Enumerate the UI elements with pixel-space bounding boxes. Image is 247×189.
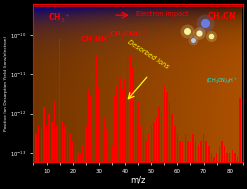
Bar [137,102,139,189]
Bar [51,122,53,189]
Bar [164,86,165,189]
Bar [119,78,121,189]
Bar [169,102,170,189]
Bar [35,134,37,189]
Bar [127,49,128,189]
Bar [221,141,223,189]
Bar [93,71,94,189]
Bar [237,157,238,189]
Bar [98,88,100,189]
Bar [219,146,220,189]
Bar [153,122,155,189]
Bar [132,67,134,189]
Bar [109,141,110,189]
Text: Desorbed ions: Desorbed ions [127,39,170,70]
Bar [69,134,71,189]
Bar [75,146,76,189]
Text: CH$_3$CNH$^+$: CH$_3$CNH$^+$ [109,28,146,40]
Bar [208,146,209,189]
Bar [190,141,191,189]
Bar [80,153,81,189]
Bar [213,157,215,189]
Bar [240,98,241,189]
Bar [122,90,123,189]
Bar [145,141,147,189]
Bar [43,107,45,189]
Bar [46,125,47,189]
Bar [143,134,144,189]
Bar [48,114,50,189]
Text: (CH$_3$CN)$_2$H$^+$: (CH$_3$CN)$_2$H$^+$ [206,76,238,86]
Bar [200,141,202,189]
Bar [111,146,113,189]
Bar [72,141,73,189]
Bar [106,129,107,189]
Bar [59,39,60,189]
Bar [182,141,183,189]
Bar [67,129,68,189]
Bar [192,134,194,189]
Bar [41,129,42,189]
Bar [156,118,157,189]
Text: Electron impact: Electron impact [136,11,188,17]
Bar [96,55,97,189]
Bar [195,141,196,189]
Bar [179,141,181,189]
Bar [150,125,152,189]
Bar [216,153,217,189]
Bar [174,125,176,189]
Bar [161,111,163,189]
Bar [166,92,168,189]
Bar [185,134,186,189]
Bar [135,83,136,189]
Bar [77,153,79,189]
Text: CH$_3$CN: CH$_3$CN [207,10,236,23]
Bar [198,146,199,189]
X-axis label: m/z: m/z [130,176,146,185]
Bar [140,125,142,189]
Bar [101,102,102,189]
Bar [203,134,204,189]
Text: CH$_2$NH$^+$: CH$_2$NH$^+$ [80,34,113,45]
Bar [124,80,126,189]
Bar [148,134,149,189]
Text: CH$_3$$^+$: CH$_3$$^+$ [48,12,71,25]
Bar [171,114,173,189]
Bar [229,153,230,189]
Bar [177,134,178,189]
Bar [82,146,84,189]
Bar [158,107,160,189]
Bar [187,141,189,189]
Bar [226,153,228,189]
Bar [64,125,66,189]
Bar [224,146,225,189]
Bar [85,125,86,189]
Y-axis label: Positive Ion Desorption Yield (ions/electron): Positive Ion Desorption Yield (ions/elec… [4,35,8,131]
Bar [234,153,236,189]
Bar [56,125,58,189]
Bar [38,125,40,189]
Bar [62,122,63,189]
Bar [206,141,207,189]
Bar [232,150,233,189]
Bar [88,90,89,189]
Bar [114,95,115,189]
Bar [130,55,131,189]
Bar [54,102,55,189]
Bar [103,118,105,189]
Bar [90,95,92,189]
Bar [117,86,118,189]
Bar [211,153,212,189]
